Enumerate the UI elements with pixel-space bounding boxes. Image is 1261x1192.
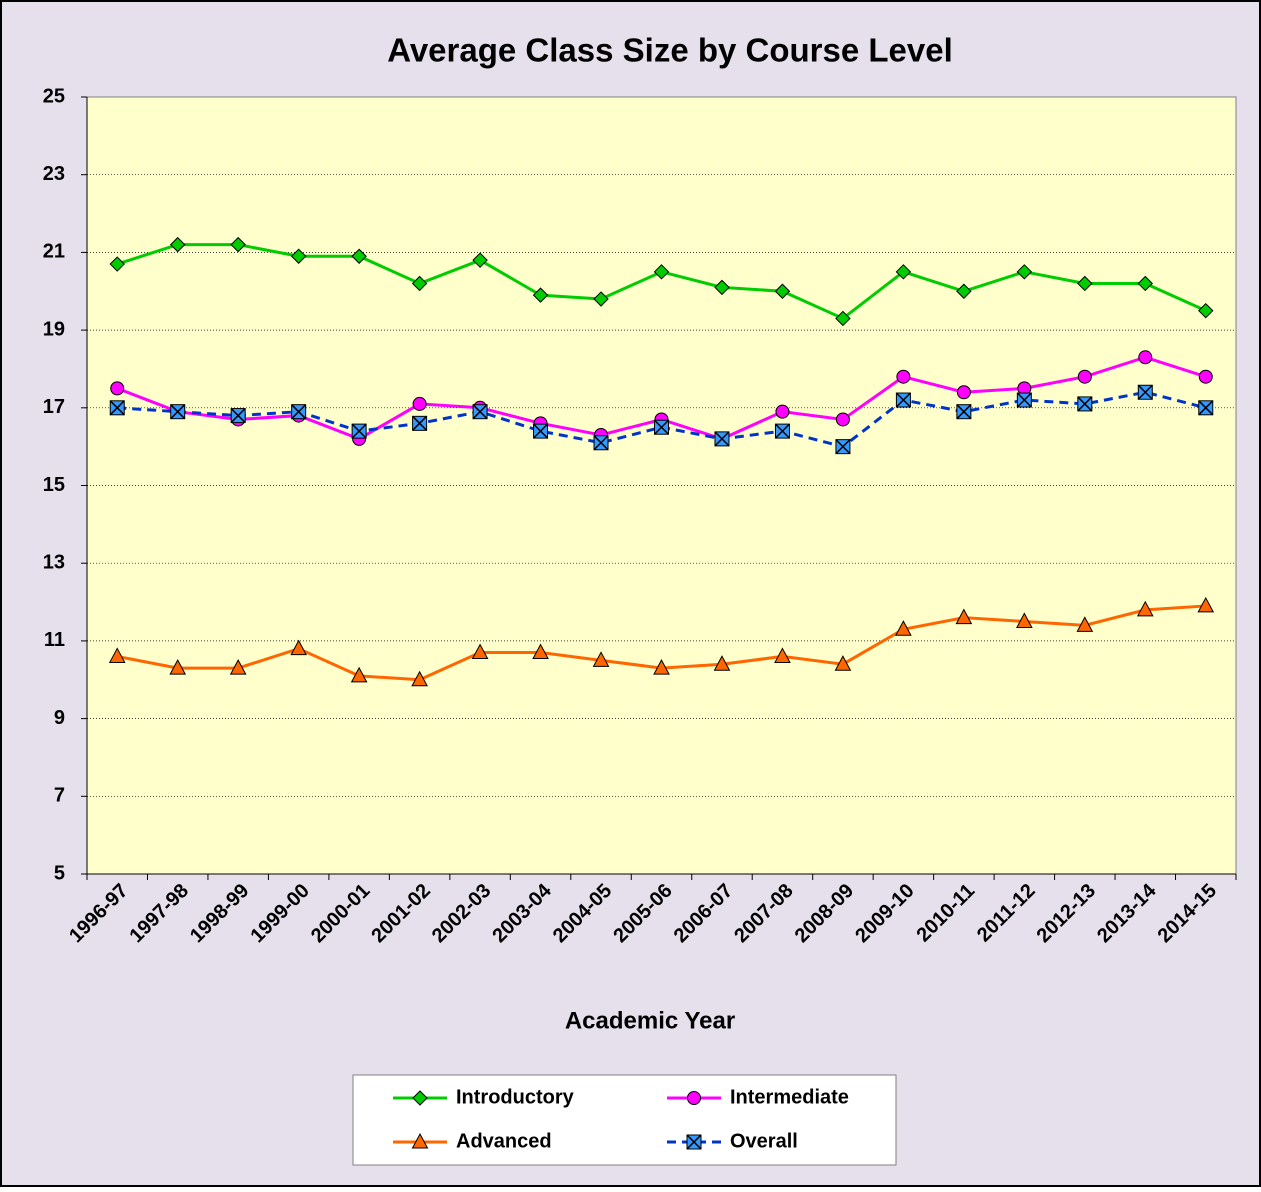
- data-point: [714, 431, 730, 447]
- data-point: [1077, 396, 1093, 412]
- data-point: [593, 291, 609, 307]
- data-point: [109, 256, 125, 272]
- data-point: [774, 647, 791, 663]
- data-point: [471, 643, 489, 660]
- data-point: [411, 275, 428, 292]
- y-tick-label: 9: [54, 707, 65, 729]
- data-point: [1016, 392, 1032, 408]
- data-point: [230, 236, 246, 253]
- data-point: [955, 608, 973, 625]
- data-point: [472, 404, 488, 420]
- data-point: [1077, 275, 1093, 292]
- legend-marker: [687, 1091, 701, 1105]
- data-point: [1016, 612, 1033, 628]
- data-point: [169, 659, 187, 675]
- data-point: [290, 248, 307, 264]
- data-point: [1198, 302, 1214, 319]
- data-point: [714, 279, 730, 296]
- y-tick-label: 7: [54, 785, 65, 807]
- data-point: [774, 423, 790, 439]
- data-point: [108, 647, 126, 663]
- y-tick-label: 23: [43, 163, 65, 185]
- data-point: [835, 310, 851, 327]
- data-point: [956, 404, 972, 420]
- legend-marker: [686, 1134, 702, 1150]
- y-tick-label: 19: [43, 318, 65, 340]
- data-point: [170, 236, 186, 253]
- data-point: [774, 283, 791, 299]
- data-point: [653, 659, 670, 675]
- data-point: [170, 404, 186, 420]
- data-point: [835, 412, 850, 427]
- data-point: [956, 283, 972, 299]
- data-point: [532, 643, 549, 660]
- data-point: [1137, 275, 1153, 292]
- x-axis-title: Academic Year: [565, 1007, 735, 1034]
- data-point: [291, 404, 307, 420]
- legend-label: Advanced: [456, 1130, 552, 1152]
- data-point: [412, 396, 427, 411]
- y-tick-label: 21: [43, 241, 65, 263]
- data-point: [1076, 616, 1094, 632]
- data-point: [350, 666, 368, 683]
- data-point: [230, 408, 246, 424]
- data-point: [472, 252, 488, 268]
- data-point: [1077, 369, 1092, 384]
- data-point: [290, 639, 307, 656]
- y-tick-label: 15: [43, 474, 65, 496]
- data-point: [775, 404, 790, 419]
- legend-marker: [412, 1090, 428, 1106]
- data-point: [895, 620, 912, 636]
- data-point: [110, 381, 125, 396]
- data-point: [956, 385, 971, 400]
- data-point: [653, 264, 670, 280]
- data-point: [834, 655, 852, 671]
- y-tick-label: 17: [43, 396, 65, 418]
- data-point: [1138, 350, 1153, 365]
- data-point: [1198, 369, 1213, 384]
- data-point: [713, 655, 731, 671]
- data-point: [1016, 264, 1033, 280]
- y-tick-label: 13: [43, 551, 65, 573]
- legend-label: Intermediate: [730, 1086, 849, 1108]
- legend-label: Introductory: [456, 1086, 575, 1108]
- data-point: [835, 439, 851, 455]
- data-point: [1197, 596, 1215, 613]
- y-tick-label: 11: [44, 629, 65, 651]
- data-point: [533, 423, 549, 439]
- data-point: [592, 651, 610, 667]
- chart-title: Average Class Size by Course Level: [387, 32, 953, 69]
- legend-label: Overall: [730, 1130, 798, 1152]
- data-point: [351, 248, 367, 264]
- data-point: [351, 423, 367, 439]
- data-point: [896, 369, 911, 384]
- data-point: [109, 400, 125, 416]
- data-point: [412, 415, 428, 431]
- plot-area: [86, 96, 1237, 875]
- y-tick-label: 5: [54, 862, 65, 884]
- data-point: [411, 670, 428, 687]
- legend: [352, 1074, 897, 1166]
- data-point: [229, 659, 247, 675]
- y-tick-label: 25: [43, 85, 65, 107]
- legend-marker: [411, 1132, 429, 1149]
- data-point: [895, 392, 911, 408]
- data-point: [653, 419, 670, 435]
- data-point: [593, 435, 609, 451]
- data-point: [1137, 384, 1153, 400]
- data-point: [895, 264, 912, 280]
- data-point: [1136, 600, 1154, 617]
- data-point: [1198, 400, 1214, 416]
- data-point: [532, 287, 549, 303]
